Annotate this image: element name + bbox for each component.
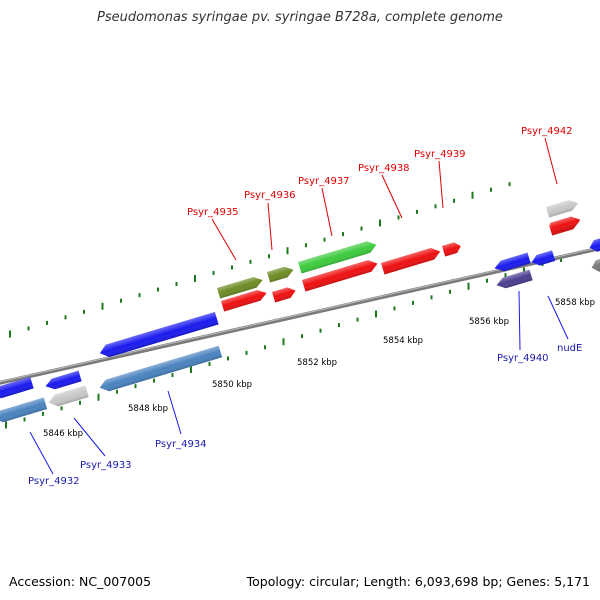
reverse-gene-arrow[interactable] (588, 236, 600, 253)
forward-gene-label[interactable]: Psyr_4936 (244, 190, 296, 201)
coordinate-label: 5854 kbp (383, 336, 423, 346)
coordinate-label: 5848 kbp (128, 404, 168, 414)
gene-arrow-shading (494, 252, 531, 272)
forward-gene-leader (321, 187, 333, 237)
gene-arrow-shading (0, 376, 34, 399)
forward-gene-leader (381, 174, 403, 219)
forward-gene-label[interactable]: Psyr_4939 (414, 149, 466, 160)
reverse-gene-leader (167, 390, 182, 435)
coordinate-label: 5856 kbp (469, 317, 509, 327)
reverse-gene-leader (547, 295, 569, 340)
map-title: Pseudomonas syringae pv. syringae B728a,… (97, 10, 503, 25)
reverse-gene-label[interactable]: Psyr_4932 (28, 476, 80, 487)
gene-arrow-shading (589, 236, 600, 252)
gene-arrow-shading (48, 385, 89, 407)
gene-arrow-shading (381, 248, 441, 275)
reverse-gene-label[interactable]: Psyr_4934 (155, 439, 207, 450)
reverse-gene-arrow[interactable] (98, 311, 219, 360)
reverse-gene-arrow[interactable] (590, 256, 600, 273)
gene-arrow-shading (0, 397, 48, 423)
coordinate-label: 5850 kbp (212, 380, 252, 390)
forward-gene-arrow[interactable] (381, 246, 442, 275)
forward-gene-arrow[interactable] (546, 198, 580, 218)
gene-arrow-shading (45, 370, 82, 390)
gene-arrow-shading (546, 200, 579, 218)
forward-gene-arrow[interactable] (442, 241, 462, 257)
reverse-gene-leader (518, 290, 521, 351)
gene-arrow-shading (298, 241, 377, 274)
coordinate-label: 5846 kbp (43, 429, 83, 439)
reverse-gene-arrow[interactable] (47, 385, 89, 409)
gene-arrow-shading (99, 345, 223, 392)
gene-arrow-shading (217, 277, 263, 299)
forward-gene-arrow[interactable] (298, 239, 378, 274)
forward-gene-arrow[interactable] (217, 275, 264, 299)
gene-arrow-shading (550, 216, 581, 234)
forward-gene-arrow[interactable] (550, 214, 582, 234)
forward-gene-arrow[interactable] (221, 288, 268, 312)
forward-gene-arrow[interactable] (272, 285, 297, 303)
forward-gene-label[interactable]: Psyr_4937 (298, 176, 350, 187)
reverse-gene-arrow[interactable] (44, 370, 82, 392)
reverse-gene-label[interactable]: nudE (557, 343, 582, 354)
coordinate-label: 5852 kbp (297, 358, 337, 368)
reverse-gene-label[interactable]: Psyr_4940 (497, 353, 549, 364)
forward-gene-label[interactable]: Psyr_4935 (187, 207, 239, 218)
gene-arrow-shading (496, 269, 533, 289)
accession-text: Accession: NC_007005 (9, 574, 152, 589)
gene-arrow-shading (302, 260, 378, 292)
reverse-gene-leader (29, 431, 54, 475)
coordinate-label: 5858 kbp (555, 298, 595, 308)
forward-gene-arrow[interactable] (302, 258, 379, 292)
gene-arrow-shading (442, 242, 461, 257)
reverse-gene-arrow[interactable] (493, 252, 531, 274)
reverse-gene-arrow[interactable] (530, 250, 556, 267)
forward-gene-leader (438, 160, 444, 209)
topology-text: Topology: circular; Length: 6,093,698 bp… (246, 574, 590, 589)
gene-arrow-shading (272, 287, 296, 303)
reverse-gene-arrow[interactable] (0, 397, 48, 424)
forward-gene-leader (544, 137, 558, 185)
gene-arrow-shading (591, 256, 600, 272)
reverse-gene-arrow[interactable] (98, 345, 223, 394)
reverse-gene-label[interactable]: Psyr_4933 (80, 460, 132, 471)
forward-gene-label[interactable]: Psyr_4938 (358, 163, 410, 174)
gene-arrow-shading (267, 266, 294, 283)
forward-gene-leader (267, 202, 273, 251)
forward-gene-arrow[interactable] (267, 265, 295, 283)
gene-arrow-shading (99, 311, 219, 358)
reverse-gene-leader (73, 417, 106, 457)
gene-arrow-shading (221, 290, 267, 312)
forward-gene-label[interactable]: Psyr_4942 (521, 126, 573, 137)
forward-gene-leader (211, 218, 237, 261)
gene-arrow-shading (531, 250, 556, 266)
reverse-gene-arrow[interactable] (0, 376, 34, 401)
reverse-gene-arrow[interactable] (495, 269, 533, 291)
